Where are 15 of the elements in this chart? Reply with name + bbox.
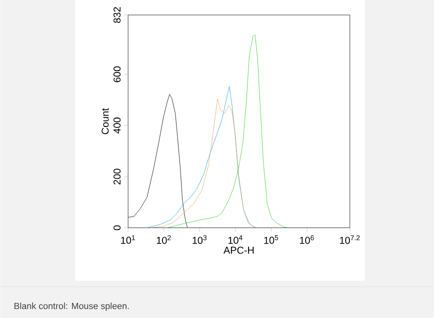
x-tick-label: 10$^{5}$	[264, 235, 278, 244]
x-tick-label: 10$^{6}$	[300, 235, 314, 244]
x-axis-title: APC-H	[224, 246, 254, 254]
y-tick-label: 832	[114, 7, 121, 23]
x-tick-label: 10$^{4}$	[228, 235, 242, 244]
x-tick-label: 10$^{3}$	[192, 235, 207, 244]
x-tick-label: 10$^{1}$	[121, 235, 135, 244]
y-tick-label: 0	[114, 226, 121, 230]
x-tick-label: 10$^{7.2}$	[340, 235, 360, 244]
y-axis-title: Count	[102, 108, 109, 134]
y-tick-label: 200	[114, 168, 121, 185]
y-tick-label: 600	[114, 66, 121, 82]
x-tick-label: 10$^{2}$	[156, 235, 171, 244]
y-tick-label: 400	[114, 118, 121, 134]
text: Blank control: Mouse spleen.	[14, 302, 129, 312]
